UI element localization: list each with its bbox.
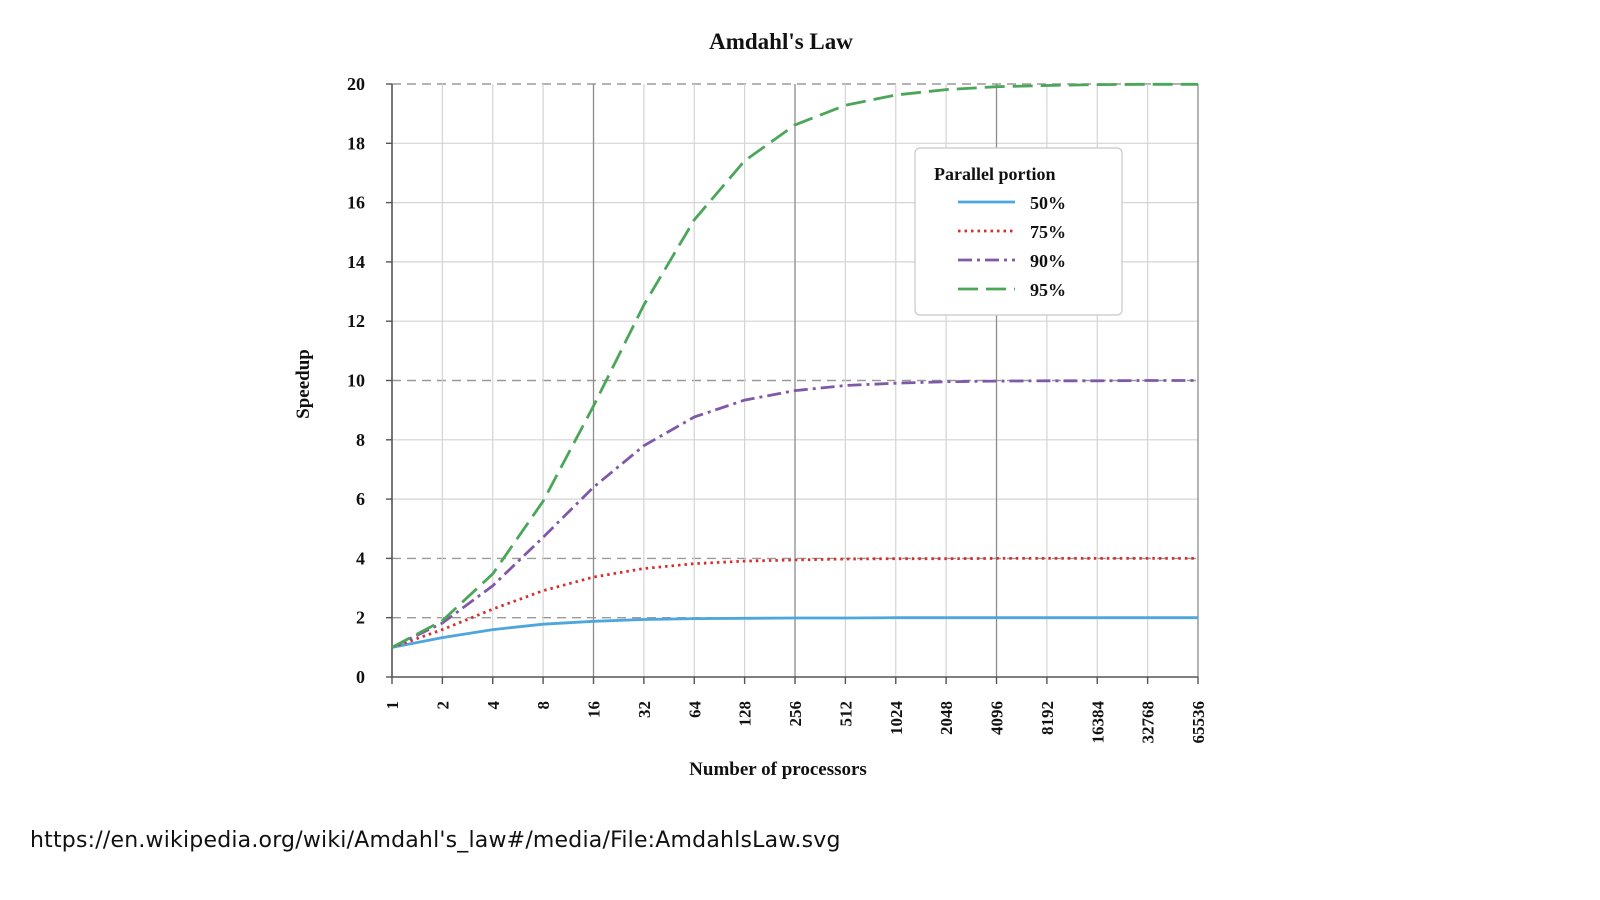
x-tick-label-2048: 2048 [937, 701, 956, 735]
x-tick-label-32: 32 [635, 701, 654, 718]
x-tick-label-256: 256 [786, 701, 805, 727]
y-tick-label-18: 18 [347, 133, 365, 153]
legend-title: Parallel portion [934, 164, 1055, 184]
x-tick-label-2: 2 [433, 701, 452, 710]
chart-title: Amdahl's Law [709, 29, 853, 54]
x-tick-label-1024: 1024 [887, 701, 906, 736]
x-axis-label: Number of processors [689, 759, 867, 780]
y-tick-label-8: 8 [356, 430, 365, 450]
legend-label-75pct: 75% [1030, 222, 1066, 242]
y-tick-label-2: 2 [356, 608, 365, 628]
grid-lines [392, 83, 1199, 677]
x-tick-label-128: 128 [736, 701, 755, 727]
x-tick-label-16384: 16384 [1088, 701, 1107, 744]
legend-label-95pct: 95% [1030, 280, 1066, 300]
y-tick-label-6: 6 [356, 489, 365, 509]
legend: Parallel portion 50% 75% 90% 95% [914, 147, 1123, 316]
y-tick-label-10: 10 [347, 371, 365, 391]
legend-entries: 50% 75% 90% 95% [958, 193, 1066, 300]
x-tick-labels: 1 2 4 8 16 32 64 128 256 512 1024 2048 4096 8192 16384… [383, 701, 1208, 744]
y-tick-label-4: 4 [356, 548, 365, 568]
y-tick-labels: 0 2 4 6 8 10 12 14 16 18 20 [347, 74, 365, 687]
x-tick-label-16: 16 [585, 701, 604, 718]
x-tick-label-8: 8 [534, 701, 553, 710]
legend-label-50pct: 50% [1030, 193, 1066, 213]
x-tick-label-4096: 4096 [988, 701, 1007, 735]
x-tick-label-65536: 65536 [1189, 701, 1208, 744]
y-tick-label-20: 20 [347, 74, 365, 94]
x-tick-label-1: 1 [383, 701, 402, 710]
y-tick-label-16: 16 [347, 193, 365, 213]
x-tick-label-8192: 8192 [1038, 701, 1057, 735]
series-line-95pct [391, 82, 1198, 649]
legend-label-90pct: 90% [1030, 251, 1066, 271]
x-tick-label-4: 4 [484, 701, 503, 710]
x-tick-label-64: 64 [685, 701, 704, 719]
y-tick-label-14: 14 [347, 252, 365, 272]
axes [386, 83, 1199, 684]
x-tick-label-512: 512 [836, 701, 855, 727]
series-lines [391, 82, 1198, 649]
series-line-90pct [391, 379, 1198, 649]
series-line-75pct [391, 557, 1198, 649]
y-axis-label: Speedup [293, 349, 314, 419]
legend-box [914, 147, 1123, 316]
source-url-caption: https://en.wikipedia.org/wiki/Amdahl's_l… [30, 828, 841, 853]
y-tick-label-0: 0 [356, 667, 365, 687]
series-line-50pct [391, 616, 1198, 649]
x-tick-label-32768: 32768 [1139, 701, 1158, 744]
y-tick-label-12: 12 [347, 311, 365, 331]
